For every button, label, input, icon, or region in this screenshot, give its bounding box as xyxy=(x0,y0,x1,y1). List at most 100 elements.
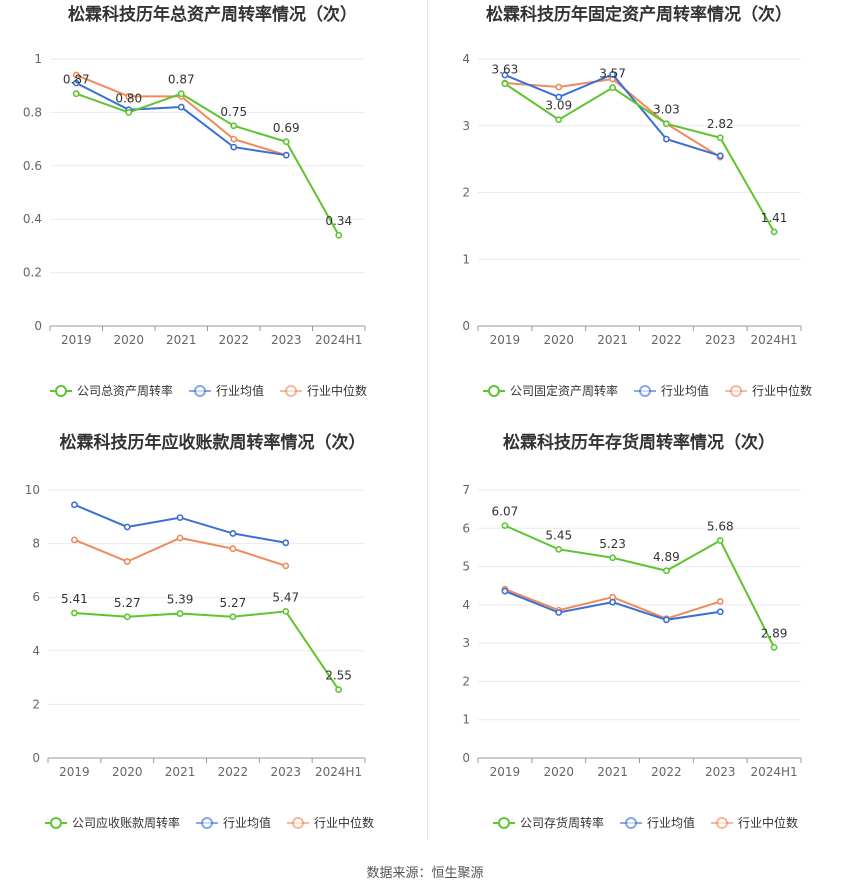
data-point-company xyxy=(609,84,616,92)
x-tick-label: 2019 xyxy=(59,765,90,779)
data-point-avg xyxy=(177,103,185,111)
x-tick-label: 2023 xyxy=(271,333,302,347)
y-tick-label: 4 xyxy=(462,598,470,612)
series-line-median xyxy=(74,536,287,567)
legend-label-avg: 行业均值 xyxy=(216,383,264,398)
chart-svg: 松霖科技历年总资产周转率情况（次） 0 0.2 0.4 0.6 0.8 1 2019 2020 2… xyxy=(23,4,367,398)
data-label: 3.03 xyxy=(653,103,680,117)
legend-marker-median xyxy=(730,385,743,397)
data-label: 5.47 xyxy=(272,590,299,604)
x-tick-label: 2021 xyxy=(165,765,196,779)
legend-marker-avg xyxy=(201,817,214,829)
x-tick-label: 2022 xyxy=(218,333,249,347)
data-point-company xyxy=(282,608,290,615)
data-label: 0.34 xyxy=(325,214,352,228)
data-label: 2.89 xyxy=(761,626,788,640)
chart-title: 松霖科技历年固定资产周转率情况（次） xyxy=(486,4,792,25)
data-point-company xyxy=(770,228,778,236)
legend-label-company: 公司应收账款周转率 xyxy=(72,815,180,830)
data-point-company xyxy=(176,610,184,617)
data-point-company xyxy=(72,90,80,98)
legend-label-avg: 行业均值 xyxy=(661,383,709,398)
y-tick-label: 6 xyxy=(462,521,470,535)
x-tick-label: 2024H1 xyxy=(750,333,797,347)
data-point-company xyxy=(335,231,343,239)
y-tick-label: 2 xyxy=(32,697,40,711)
x-tick-label: 2019 xyxy=(490,333,521,347)
legend-marker-company xyxy=(498,817,510,829)
legend-marker-median xyxy=(716,817,729,829)
data-label: 4.89 xyxy=(653,550,680,564)
panel-divider xyxy=(427,0,428,840)
y-tick-label: 8 xyxy=(32,537,40,551)
data-label: 0.75 xyxy=(220,105,247,119)
y-tick-label: 10 xyxy=(25,483,40,497)
data-label: 5.27 xyxy=(114,596,141,610)
data-point-avg xyxy=(71,501,78,509)
legend-label-median: 行业中位数 xyxy=(738,815,798,830)
legend-label-avg: 行业均值 xyxy=(647,815,695,830)
data-point-avg xyxy=(501,587,509,595)
data-point-avg xyxy=(123,523,131,531)
chart-title: 松霖科技历年存货周转率情况（次） xyxy=(503,432,775,453)
y-tick-label: 0.2 xyxy=(23,266,42,280)
data-point-avg xyxy=(501,71,509,79)
data-point-avg xyxy=(176,514,184,522)
data-label: 0.69 xyxy=(273,121,300,135)
data-point-median xyxy=(555,83,563,91)
data-point-company xyxy=(177,90,185,98)
x-tick-label: 2023 xyxy=(705,765,736,779)
x-tick-label: 2020 xyxy=(112,765,143,779)
x-tick-label: 2020 xyxy=(113,333,144,347)
data-point-company xyxy=(770,643,778,651)
data-point-company xyxy=(123,613,131,621)
x-tick-label: 2021 xyxy=(166,333,197,347)
legend-label-company: 公司固定资产周转率 xyxy=(510,383,618,398)
data-point-avg xyxy=(282,151,290,159)
data-point-avg xyxy=(663,135,670,143)
y-tick-label: 4 xyxy=(462,52,470,66)
legend-marker-median xyxy=(285,385,298,397)
data-point-avg xyxy=(282,539,290,547)
legend-marker-company xyxy=(50,817,62,829)
data-point-company xyxy=(716,134,724,142)
legend-marker-avg xyxy=(194,385,207,397)
y-tick-label: 3 xyxy=(462,119,470,133)
data-label: 5.27 xyxy=(220,596,247,610)
y-tick-label: 0 xyxy=(462,751,470,765)
legend-label-median: 行业中位数 xyxy=(307,383,367,398)
data-point-median xyxy=(125,92,133,100)
chart-total-asset-turnover: 松霖科技历年总资产周转率情况（次） 0 0.2 0.4 0.6 0.8 1 2019 2020 2… xyxy=(0,0,425,430)
data-label: 3.09 xyxy=(545,99,572,113)
data-point-median xyxy=(176,534,184,542)
chart-fixed-asset-turnover: 松霖科技历年固定资产周转率情况（次） 0 1 2 3 4 2019 2020 2021 2022 2… xyxy=(428,0,850,430)
chart-receivables-turnover: 松霖科技历年应收账款周转率情况（次） 0 2 4 6 8 10 2019 2020 2021 202… xyxy=(0,428,425,858)
data-point-company xyxy=(555,545,563,553)
data-point-company xyxy=(663,120,670,128)
y-tick-label: 7 xyxy=(462,483,470,497)
data-point-avg xyxy=(609,598,616,606)
x-tick-label: 2024H1 xyxy=(315,333,362,347)
data-label: 1.41 xyxy=(761,211,788,225)
legend-label-company: 公司总资产周转率 xyxy=(77,383,173,398)
legend-marker-avg xyxy=(625,817,638,829)
x-tick-label: 2024H1 xyxy=(750,765,797,779)
data-label: 2.55 xyxy=(325,669,352,683)
legend-marker-avg xyxy=(639,385,652,397)
series-line-median xyxy=(75,74,287,157)
x-tick-label: 2022 xyxy=(218,765,249,779)
data-label: 0.87 xyxy=(168,73,195,87)
y-tick-label: 5 xyxy=(462,560,470,574)
y-tick-label: 0 xyxy=(34,319,42,333)
data-point-company xyxy=(555,116,563,124)
data-point-company xyxy=(229,613,237,621)
data-point-avg xyxy=(555,93,563,101)
chart-title: 松霖科技历年应收账款周转率情况（次） xyxy=(60,432,366,453)
data-label: 5.23 xyxy=(599,537,626,551)
data-point-avg xyxy=(716,608,724,616)
data-label: 3.63 xyxy=(492,63,519,77)
data-point-avg xyxy=(72,79,80,87)
data-point-median xyxy=(123,558,131,565)
x-tick-label: 2019 xyxy=(490,765,521,779)
chart-svg: 松霖科技历年存货周转率情况（次） 0 1 2 3 4 5 6 7 2019 2020 2021 2022… xyxy=(462,432,802,830)
